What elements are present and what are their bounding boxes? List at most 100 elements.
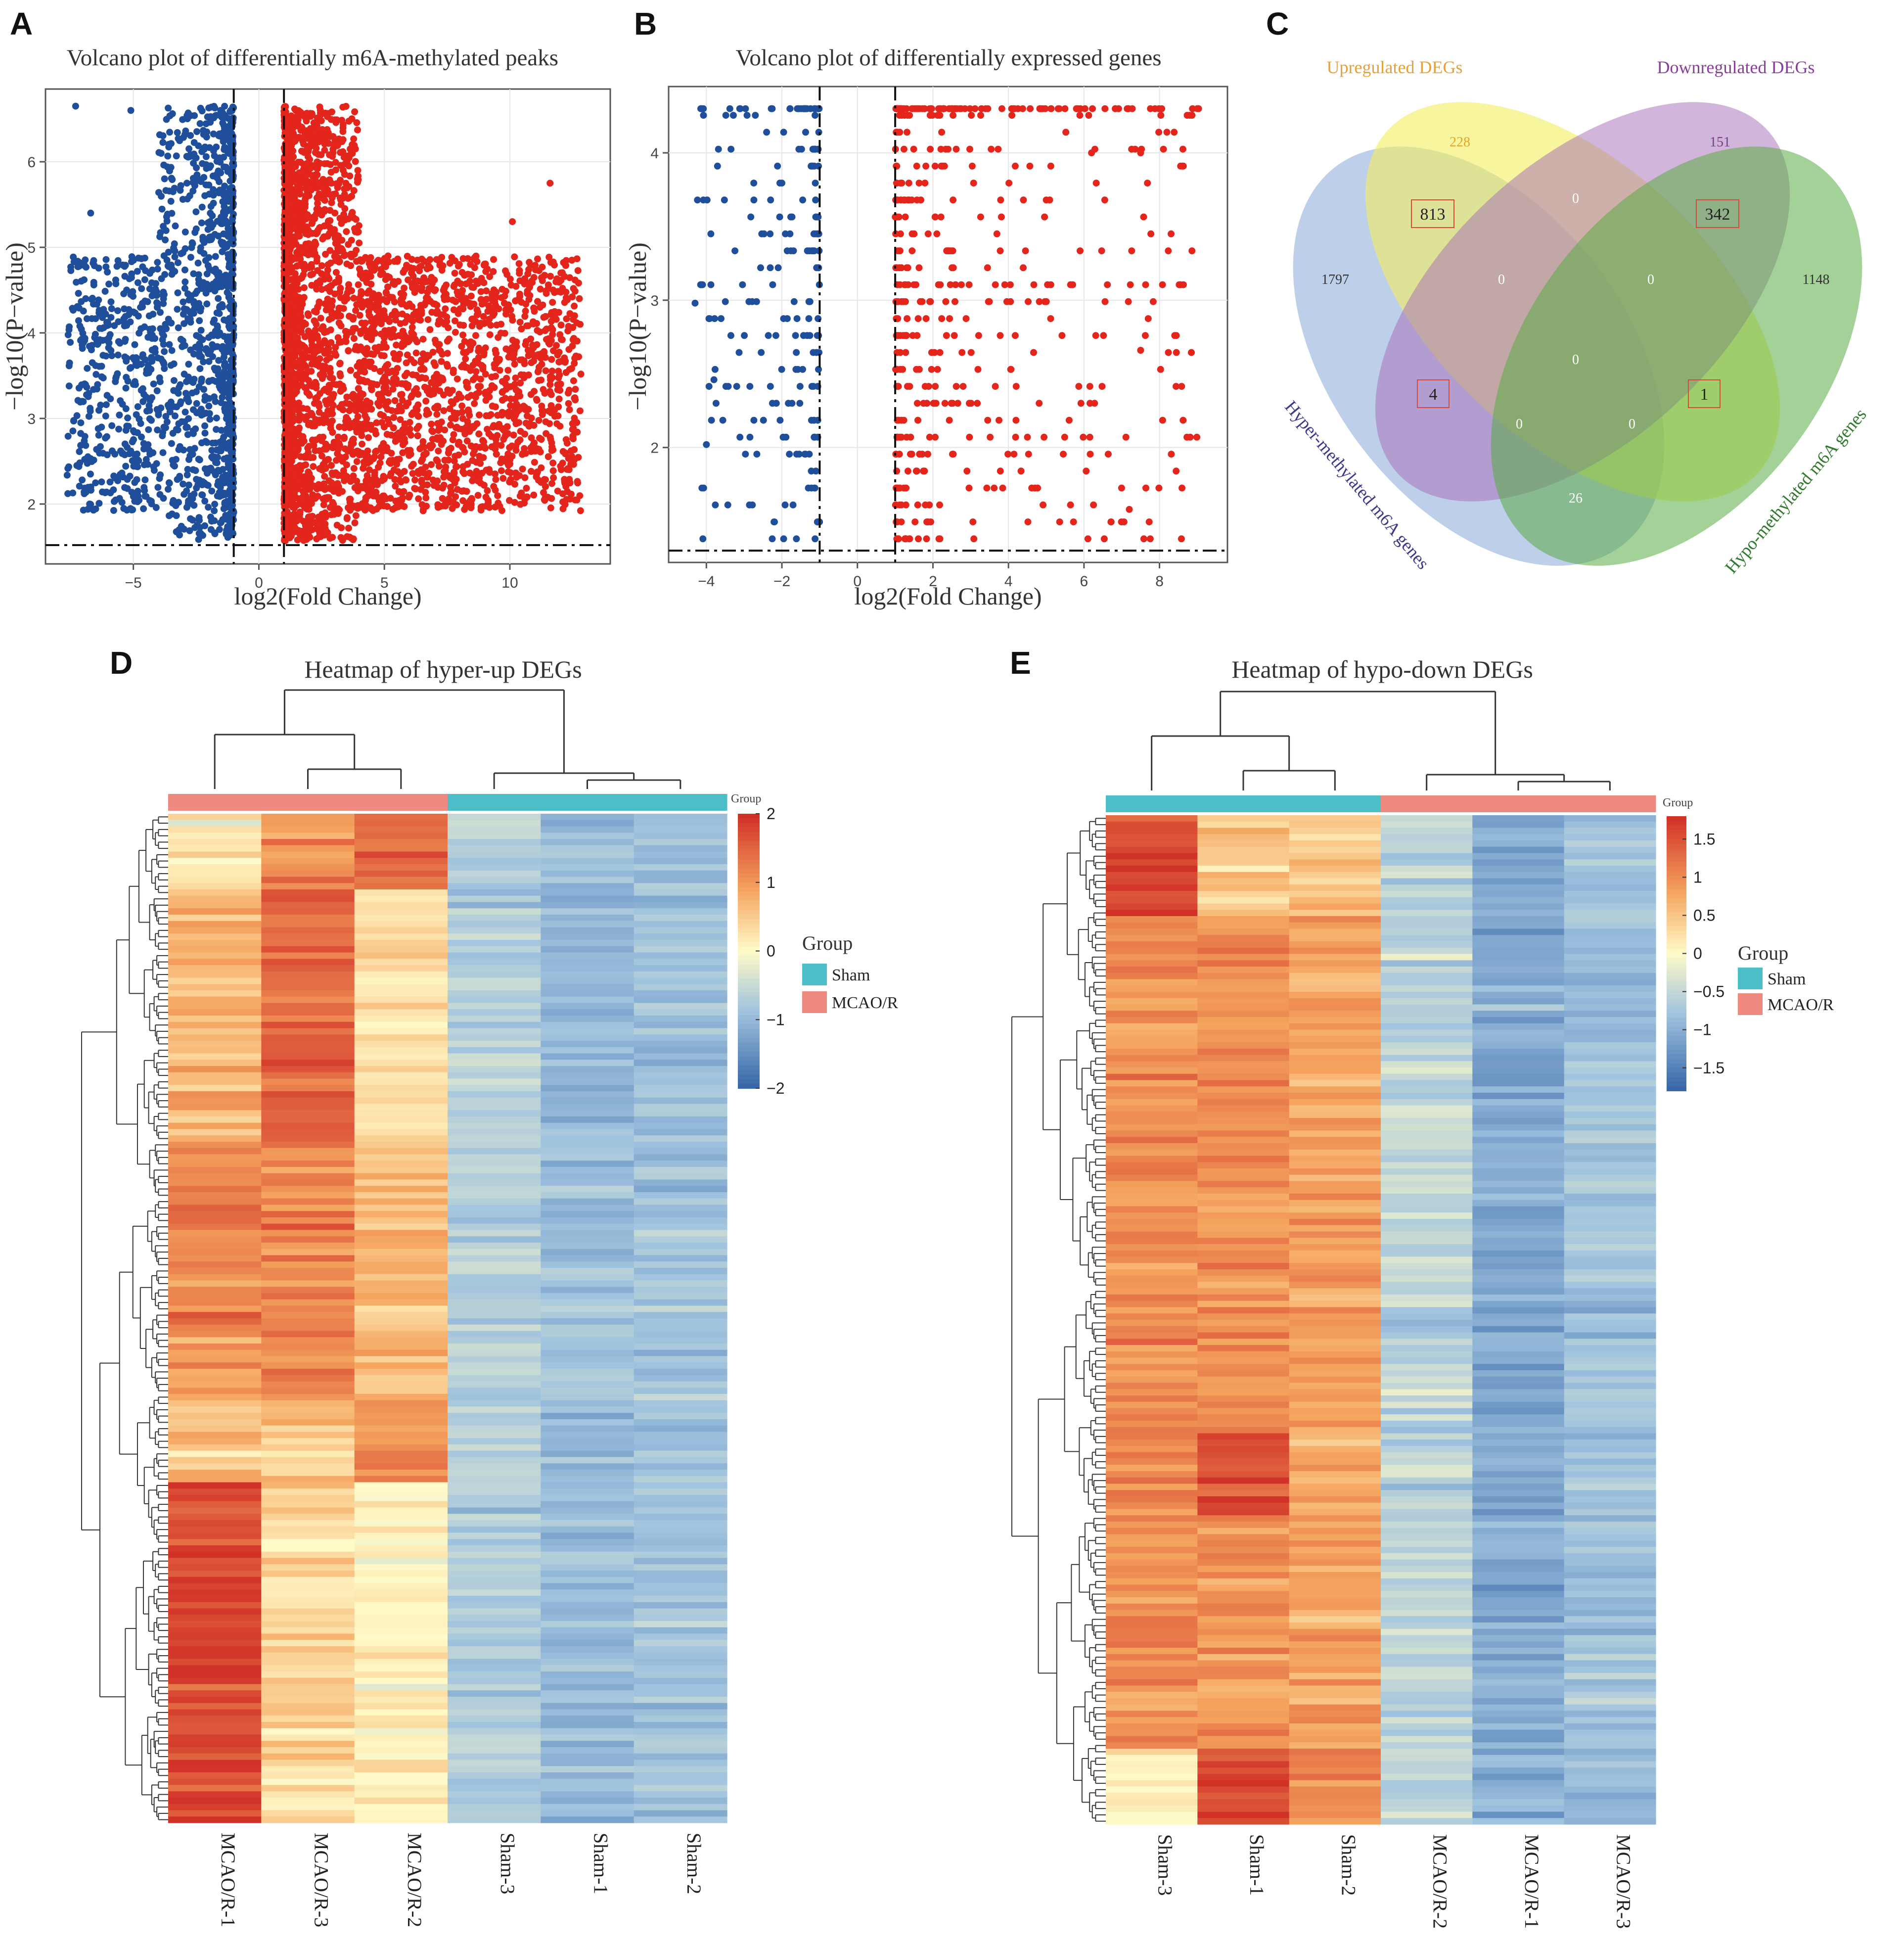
point-up [440, 407, 448, 415]
point-up [401, 284, 408, 292]
point-down [221, 479, 228, 487]
point-up [380, 412, 387, 419]
point-up [310, 463, 317, 470]
point-down [87, 405, 94, 412]
point-down [193, 128, 200, 136]
point-up [516, 319, 524, 326]
point-up [420, 258, 428, 265]
point-down [115, 338, 122, 345]
point-up [285, 184, 293, 191]
point-down [211, 152, 218, 159]
point-down [203, 134, 210, 140]
point-up [495, 334, 502, 341]
point-up [359, 440, 365, 448]
point-down [149, 325, 156, 332]
point-down [162, 187, 170, 194]
point-up [314, 279, 321, 286]
point-up [422, 494, 430, 502]
point-up [329, 191, 337, 198]
point-down [203, 128, 211, 136]
point-down [90, 278, 97, 286]
point-down [104, 269, 111, 276]
point-down [219, 343, 227, 350]
point-up [451, 457, 458, 464]
point-up [499, 397, 506, 404]
point-down [215, 357, 223, 364]
point-up [446, 335, 453, 343]
point-up [462, 280, 470, 287]
point-down [214, 324, 221, 331]
point-down [205, 162, 212, 170]
point-down [218, 113, 226, 121]
point-up [478, 275, 485, 282]
point-up [534, 255, 541, 263]
point-up [532, 447, 539, 455]
point-up [327, 339, 335, 346]
point-up [435, 317, 443, 324]
point-down [116, 412, 123, 418]
point-down [75, 384, 83, 392]
point-up [409, 470, 416, 477]
point-up [543, 290, 550, 297]
point-down [190, 310, 197, 317]
point-down [160, 423, 168, 431]
point-down [134, 279, 141, 286]
point-down [184, 431, 191, 438]
point-down [203, 439, 211, 446]
point-up [408, 284, 416, 291]
point-down [136, 416, 143, 423]
point-down [229, 325, 237, 333]
point-up [516, 436, 524, 444]
point-down [187, 319, 194, 326]
panel-letter-a: A [10, 6, 33, 42]
point-up [373, 419, 380, 426]
point-up [552, 316, 560, 323]
point-down [75, 304, 83, 312]
point-up [547, 324, 555, 331]
point-down [122, 405, 130, 413]
point-up [574, 478, 581, 485]
point-down [206, 218, 214, 225]
point-down [205, 182, 213, 188]
point-up [350, 294, 358, 302]
point-up [556, 331, 564, 338]
point-down [108, 352, 116, 360]
point-down [196, 516, 203, 524]
point-up [475, 383, 482, 390]
point-down [195, 409, 203, 416]
point-up [555, 403, 562, 411]
point-up [334, 480, 341, 487]
point-up [531, 459, 538, 466]
point-up [472, 374, 479, 381]
point-up [538, 376, 545, 384]
point-down [137, 387, 145, 394]
point-down [226, 403, 233, 410]
point-down [185, 415, 192, 422]
point-up [352, 228, 359, 235]
point-up [472, 332, 479, 339]
point-up [422, 450, 430, 457]
point-down [204, 113, 211, 121]
point-down [159, 132, 167, 139]
point-up [334, 141, 341, 149]
point-up [339, 488, 346, 495]
point-up [445, 324, 452, 331]
point-up [345, 162, 353, 170]
point-up [445, 446, 453, 453]
point-down [184, 109, 192, 117]
point-down [229, 300, 236, 308]
point-up [329, 429, 336, 436]
point-up [476, 411, 483, 418]
point-down [121, 305, 128, 313]
point-up [292, 240, 300, 248]
point-up [334, 334, 342, 341]
point-down [195, 536, 202, 543]
point-up [316, 465, 323, 472]
point-up [368, 386, 375, 393]
point-up [440, 287, 447, 294]
point-up [343, 393, 351, 401]
point-down [211, 529, 218, 537]
point-up [340, 467, 347, 474]
point-up [574, 267, 582, 274]
point-up [546, 340, 553, 348]
